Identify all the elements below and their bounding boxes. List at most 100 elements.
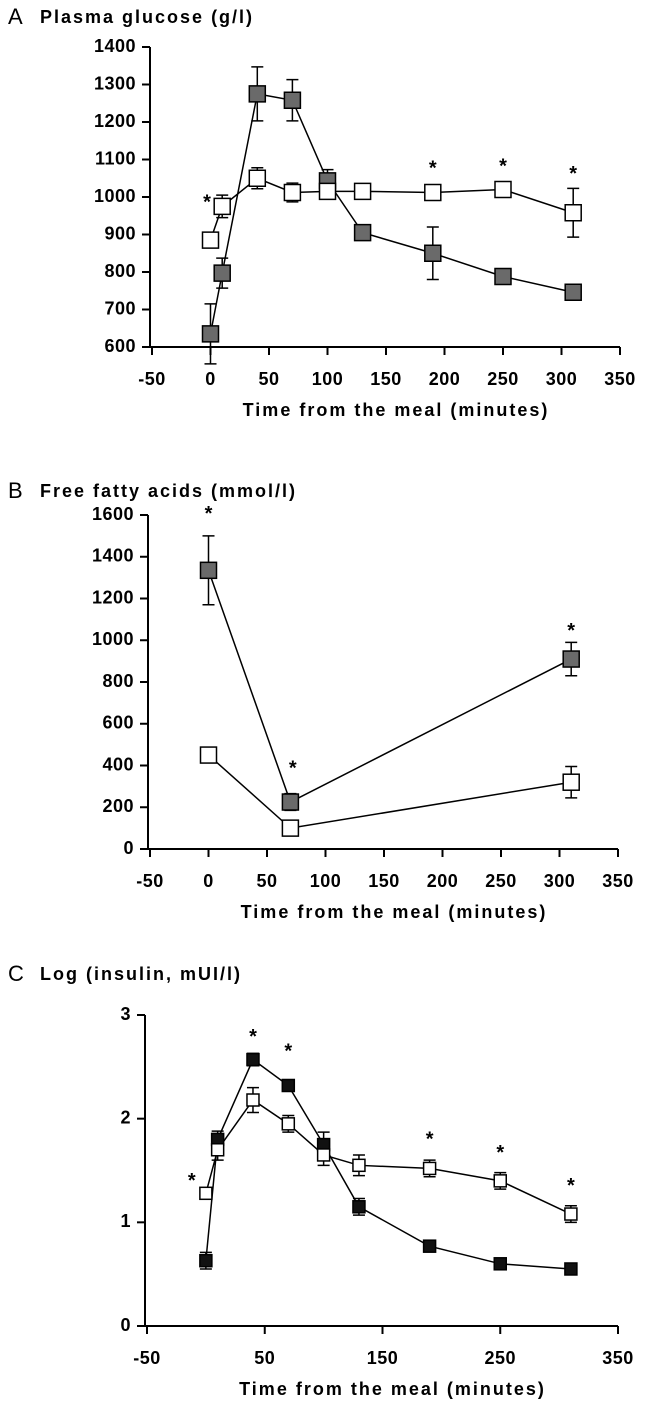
marker [199, 561, 218, 580]
marker [199, 1253, 213, 1268]
marker [424, 183, 442, 202]
chart-title: Log (insulin, mUI/l) [40, 964, 242, 984]
panel-label: C [8, 961, 24, 986]
marker [199, 1186, 213, 1201]
y-tick-label: 200 [102, 796, 134, 816]
y-tick-label: 1400 [94, 36, 136, 56]
y-tick-label: 1400 [92, 546, 134, 566]
x-tick-label: 300 [546, 369, 578, 389]
y-tick-label: 700 [104, 298, 136, 318]
marker [316, 1148, 331, 1162]
y-tick-label: 0 [120, 1315, 131, 1335]
x-tick-label: 150 [367, 1348, 399, 1368]
y-tick-label: 1600 [92, 504, 134, 524]
significance-mark: * [496, 1142, 504, 1164]
y-tick-label: 1000 [92, 629, 134, 649]
series-line [205, 1058, 571, 1270]
series-line [209, 93, 574, 335]
marker [352, 1200, 366, 1214]
significance-mark: * [429, 158, 437, 180]
marker [494, 180, 512, 199]
x-tick-label: 0 [205, 369, 216, 389]
marker [246, 1052, 260, 1067]
y-tick-label: 800 [102, 671, 134, 691]
marker [281, 819, 300, 837]
marker [281, 1117, 296, 1131]
marker [283, 183, 302, 202]
x-tick-label: 100 [312, 369, 344, 389]
x-tick-label: 300 [544, 871, 576, 891]
y-tick-label: 1300 [94, 73, 136, 93]
x-axis-title: Time from the meal (minutes) [239, 1379, 546, 1399]
marker [281, 1078, 296, 1093]
marker [564, 283, 582, 301]
significance-mark: * [284, 1040, 292, 1062]
x-tick-label: 150 [370, 369, 402, 389]
y-tick-label: 1200 [94, 111, 136, 131]
marker [493, 1174, 507, 1188]
marker [318, 182, 337, 201]
marker [201, 231, 220, 249]
x-tick-label: 200 [429, 369, 461, 389]
chart-title: Plasma glucose (g/l) [40, 7, 254, 27]
marker [562, 650, 580, 668]
marker [281, 793, 300, 811]
marker [494, 267, 512, 286]
panel-label: B [8, 478, 23, 503]
y-tick-label: 800 [104, 261, 136, 281]
x-axis-title: Time from the meal (minutes) [241, 902, 548, 922]
chart-title: Free fatty acids (mmol/l) [40, 481, 297, 501]
x-tick-label: 350 [604, 369, 636, 389]
y-tick-label: 1100 [95, 148, 136, 168]
y-tick-label: 3 [120, 1004, 131, 1024]
series-line [205, 1098, 572, 1215]
significance-mark: * [289, 758, 297, 780]
marker [201, 325, 220, 343]
significance-mark: * [499, 156, 507, 178]
y-tick-label: 0 [123, 838, 134, 858]
y-tick-label: 900 [104, 223, 136, 243]
marker [248, 169, 267, 187]
series-line [208, 754, 572, 829]
marker [248, 85, 267, 103]
significance-mark: * [567, 620, 575, 642]
y-tick-label: 400 [102, 754, 134, 774]
significance-mark: * [188, 1170, 196, 1192]
marker [564, 204, 582, 222]
marker [199, 746, 218, 764]
significance-mark: * [569, 163, 577, 185]
marker [283, 91, 302, 109]
marker [562, 773, 580, 791]
significance-mark: * [426, 1128, 434, 1150]
x-tick-label: 100 [310, 871, 342, 891]
y-tick-label: 1200 [92, 587, 134, 607]
series-line [209, 177, 574, 241]
x-tick-label: 150 [368, 871, 400, 891]
marker [210, 1143, 225, 1157]
x-tick-label: 350 [602, 1348, 634, 1368]
x-tick-label: 0 [203, 871, 214, 891]
marker [213, 197, 231, 216]
significance-mark: * [249, 1026, 257, 1048]
y-tick-label: 600 [102, 713, 134, 733]
x-tick-label: 250 [485, 871, 517, 891]
x-tick-label: -50 [138, 369, 166, 389]
x-tick-label: 50 [258, 369, 279, 389]
y-tick-label: 1 [120, 1211, 131, 1231]
panel-label: A [8, 4, 23, 29]
x-tick-label: 350 [602, 871, 634, 891]
x-tick-label: -50 [133, 1348, 161, 1368]
marker [424, 244, 442, 262]
marker [493, 1257, 507, 1271]
marker [246, 1093, 260, 1107]
significance-mark: * [203, 191, 211, 213]
marker [564, 1207, 578, 1221]
x-tick-label: -50 [136, 871, 164, 891]
y-tick-label: 600 [104, 336, 136, 356]
x-tick-label: 50 [256, 871, 277, 891]
marker [564, 1262, 578, 1276]
x-tick-label: 200 [427, 871, 459, 891]
marker [213, 264, 231, 282]
